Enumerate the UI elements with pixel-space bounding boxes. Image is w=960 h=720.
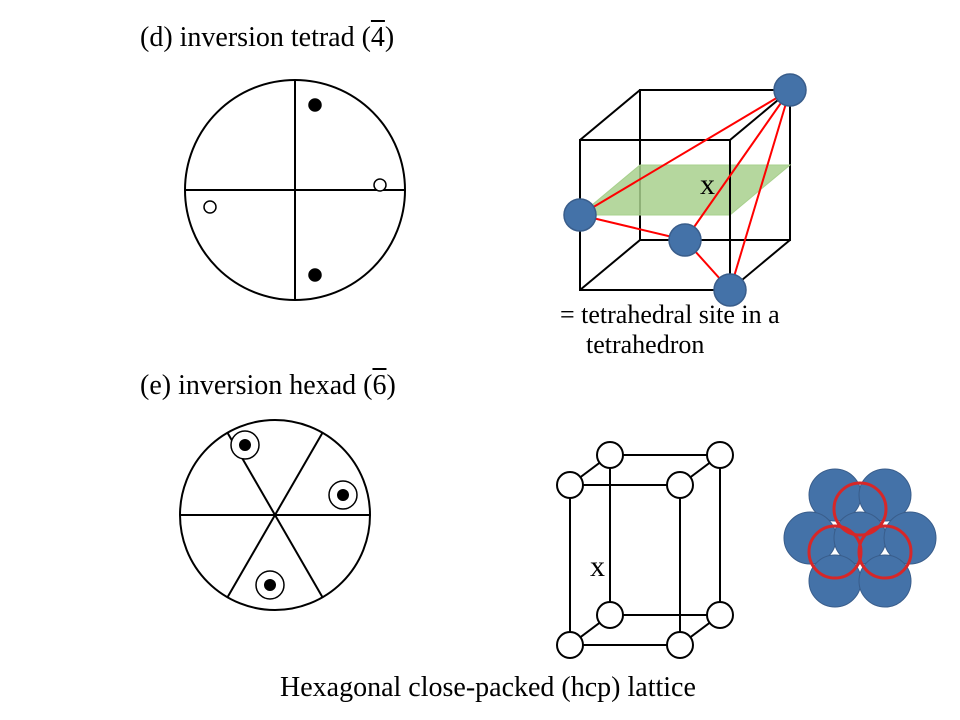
tetra-note-line1: = tetrahedral site in a: [560, 300, 780, 330]
hcp-topview-diagram: [760, 440, 960, 640]
hexagonal-prism-diagram: [540, 415, 760, 675]
tetrahedral-note: = tetrahedral site in a tetrahedron: [560, 300, 780, 360]
cube-tetrahedron-diagram: [560, 70, 820, 320]
stereographic-tetrad-diagram: [180, 75, 410, 305]
stereographic-hexad-diagram: [175, 415, 375, 615]
e-title-symbol: 6: [372, 370, 386, 401]
section-e-title: (e) inversion hexad (6): [140, 370, 396, 402]
e-title-pre: (e) inversion hexad (: [140, 370, 372, 401]
d-title-symbol: 4: [371, 22, 385, 53]
prism-x-label: x: [590, 550, 605, 584]
section-d-title: (d) inversion tetrad (4): [140, 22, 394, 54]
tetra-note-line2: tetrahedron: [560, 330, 780, 360]
d-title-pre: (d) inversion tetrad (: [140, 22, 371, 53]
hcp-caption: Hexagonal close-packed (hcp) lattice: [280, 672, 696, 704]
e-title-post: ): [386, 370, 395, 401]
d-title-post: ): [385, 22, 394, 53]
cube-x-label: x: [700, 168, 715, 202]
